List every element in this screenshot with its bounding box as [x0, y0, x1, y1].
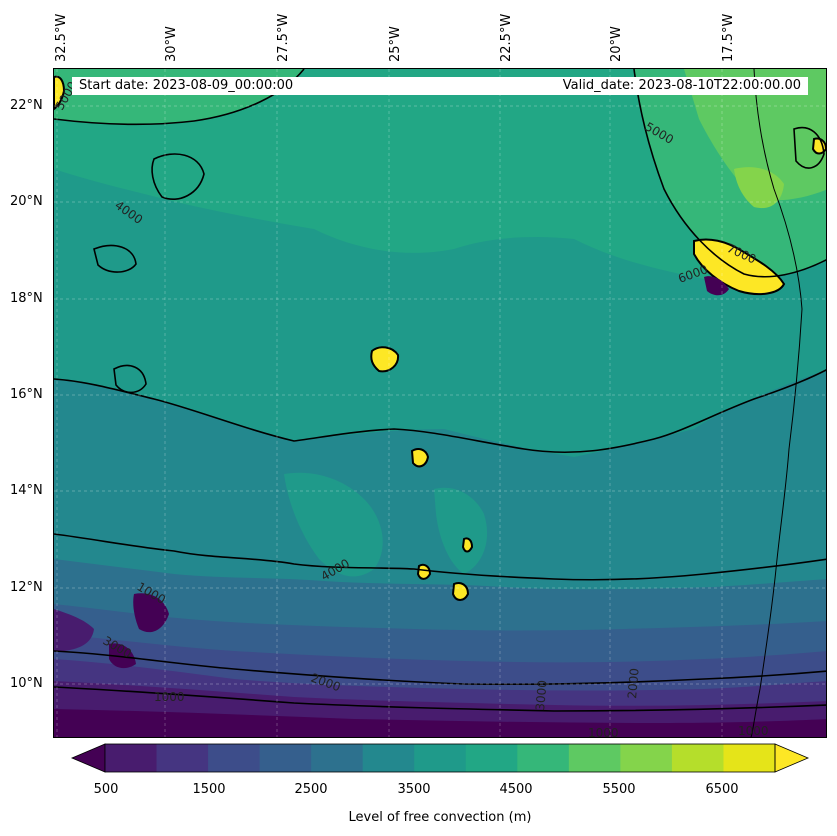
- lat-label-18n: 18°N: [10, 291, 43, 306]
- hotspot-south-3: [461, 537, 474, 553]
- contour-island-2: [113, 364, 147, 394]
- lat-label-12n: 12°N: [10, 580, 43, 595]
- colorbar-segment: [311, 744, 364, 772]
- colorbar-segment: [208, 744, 261, 772]
- lat-label-20n: 20°N: [10, 194, 43, 209]
- contour-4000-north: [54, 369, 826, 454]
- lon-label-30w: 30°W: [164, 26, 179, 62]
- field-5500-6000: [684, 69, 826, 201]
- lon-label-20w: 20°W: [609, 26, 624, 62]
- lat-label-16n: 16°N: [10, 387, 43, 402]
- contour-5000-ne: [633, 69, 826, 278]
- contour-island-3: [93, 244, 137, 273]
- hotspot-nw: [54, 75, 66, 111]
- contour-label-1000-south: 1000: [154, 690, 185, 704]
- lat-label-10n: 10°N: [10, 676, 43, 691]
- hotspot-south-2: [416, 563, 432, 580]
- contour-label-3000-south: 3000: [533, 680, 550, 712]
- patch-sw-3: [109, 643, 136, 669]
- colorbar-segment: [362, 744, 415, 772]
- lat-label-14n: 14°N: [10, 483, 43, 498]
- contour-ne-edge: [793, 126, 825, 169]
- colorbar-outline: [104, 743, 776, 773]
- lat-label-22n: 22°N: [10, 98, 43, 113]
- colorbar-tick-6500: 6500: [705, 782, 739, 797]
- contour-label-1000-se: 1000: [588, 726, 619, 738]
- valid-date-text: Valid_date: 2023-08-10T22:00:00.00: [562, 78, 801, 93]
- colorbar-tick-1500: 1500: [192, 782, 226, 797]
- colorbar-extend-max: [774, 743, 810, 773]
- colorbar-segment: [105, 744, 158, 772]
- hotspot-center-2: [410, 448, 430, 468]
- map-frame: 5000 4000 4000 7000 6000 3000 1000 1000 …: [53, 68, 827, 738]
- colorbar-tick-4500: 4500: [499, 782, 533, 797]
- colorbar-extend-min: [70, 743, 106, 773]
- colorbar-segment: [671, 744, 724, 772]
- field-4500-5000: [54, 69, 826, 279]
- colorbar-tick-3500: 3500: [397, 782, 431, 797]
- lon-label-17-5w: 17.5°W: [721, 13, 736, 62]
- hotspot-center: [370, 346, 400, 373]
- colorbar-segment: [259, 744, 312, 772]
- lon-label-27-5w: 27.5°W: [276, 13, 291, 62]
- colorbar-segment: [465, 744, 518, 772]
- patch-sw-1: [54, 609, 94, 651]
- colorbar-tick-2500: 2500: [294, 782, 328, 797]
- contour-2000: [54, 650, 826, 686]
- start-date-text: Start date: 2023-08-09_00:00:00: [79, 78, 294, 93]
- colorbar-label: Level of free convection (m): [348, 810, 532, 825]
- lon-label-32-5w: 32.5°W: [54, 13, 69, 62]
- lon-label-22-5w: 22.5°W: [499, 13, 514, 62]
- colorbar-tick-5500: 5500: [602, 782, 636, 797]
- colorbar-tick-500: 500: [93, 782, 119, 797]
- field-500-1000: [54, 709, 826, 737]
- field-4000-center: [284, 472, 383, 577]
- colorbar: [70, 743, 810, 773]
- contour-label-1000-east: 1000: [738, 724, 769, 738]
- colorbar-segment: [156, 744, 209, 772]
- date-info-bar: Start date: 2023-08-09_00:00:00 Valid_da…: [72, 77, 808, 95]
- colorbar-segment: [568, 744, 621, 772]
- field-4000-center-2: [434, 487, 488, 574]
- contour-label-2000-se: 2000: [625, 668, 642, 700]
- hotspot-south: [451, 582, 470, 601]
- map-canvas: 5000 4000 4000 7000 6000 3000 1000 1000 …: [54, 69, 826, 738]
- coastline: [750, 69, 803, 737]
- contour-lines: [54, 69, 826, 712]
- colorbar-segment: [723, 744, 776, 772]
- patch-sw-2: [133, 593, 169, 633]
- field-6000-6500: [734, 167, 784, 209]
- colorbar-segments: [70, 743, 810, 773]
- patch-ne-purple: [704, 276, 729, 296]
- contour-1000: [54, 686, 826, 712]
- graticule: [54, 69, 826, 737]
- lon-label-25w: 25°W: [388, 26, 403, 62]
- colorbar-segment: [517, 744, 570, 772]
- contour-island-1: [151, 153, 205, 200]
- colorbar-segment: [620, 744, 673, 772]
- contour-3500: [54, 533, 826, 581]
- colorbar-segment: [414, 744, 467, 772]
